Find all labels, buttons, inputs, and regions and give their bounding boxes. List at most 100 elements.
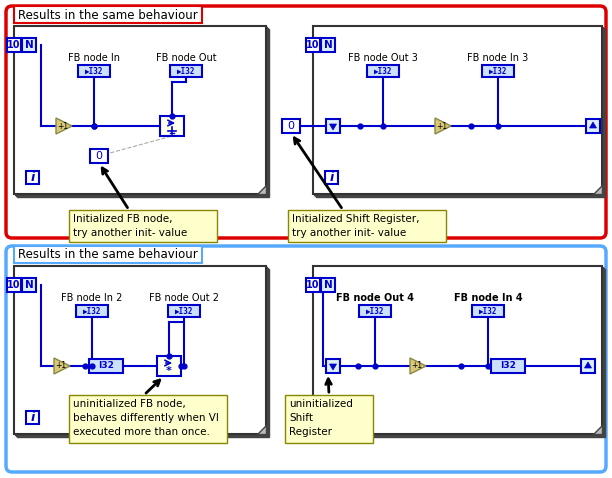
Text: FB node In 2: FB node In 2: [61, 293, 122, 303]
Bar: [288, 210, 446, 242]
Bar: [314, 27, 603, 195]
Polygon shape: [54, 358, 70, 374]
Text: uninitialized FB node,
behaves differently when VI
executed more than once.: uninitialized FB node, behaves different…: [73, 399, 219, 437]
Text: Initialized FB node,
try another init- value: Initialized FB node, try another init- v…: [73, 214, 187, 238]
Bar: [170, 65, 202, 77]
Text: ▶I32: ▶I32: [175, 306, 193, 315]
Bar: [168, 305, 200, 317]
Polygon shape: [593, 185, 602, 194]
Text: Initialized Shift Register,
try another init- value: Initialized Shift Register, try another …: [292, 214, 419, 238]
Bar: [69, 210, 217, 242]
Text: N: N: [24, 40, 34, 50]
Bar: [326, 359, 340, 373]
Bar: [325, 411, 338, 424]
Bar: [581, 359, 595, 373]
Text: FB node In 3: FB node In 3: [468, 53, 529, 63]
Bar: [14, 6, 202, 23]
Bar: [314, 267, 603, 435]
Text: uninitialized
Shift
Register: uninitialized Shift Register: [289, 399, 353, 437]
Bar: [359, 305, 391, 317]
Polygon shape: [329, 364, 337, 370]
Polygon shape: [435, 118, 451, 134]
Text: i: i: [31, 411, 35, 424]
Text: FB node Out 4: FB node Out 4: [336, 293, 414, 303]
Text: i: i: [329, 171, 334, 184]
Bar: [15, 267, 267, 435]
Text: Results in the same behaviour: Results in the same behaviour: [18, 249, 198, 261]
Text: FB node Out: FB node Out: [155, 53, 216, 63]
Text: 10: 10: [306, 40, 319, 50]
Bar: [157, 356, 181, 376]
Text: +1: +1: [58, 121, 69, 130]
Bar: [14, 246, 202, 263]
Polygon shape: [56, 118, 72, 134]
Bar: [17, 269, 269, 437]
Text: +1: +1: [436, 121, 447, 130]
Bar: [316, 29, 605, 197]
Text: ▶I32: ▶I32: [366, 306, 384, 315]
Bar: [22, 38, 36, 52]
Text: ▶I32: ▶I32: [84, 66, 103, 76]
Text: N: N: [324, 280, 332, 290]
Polygon shape: [410, 358, 426, 374]
Text: ▶I32: ▶I32: [83, 306, 101, 315]
Bar: [16, 28, 268, 196]
Text: +1: +1: [411, 361, 422, 370]
Bar: [315, 268, 604, 436]
Bar: [78, 65, 110, 77]
FancyBboxPatch shape: [6, 6, 606, 238]
Bar: [160, 116, 184, 136]
Bar: [367, 65, 399, 77]
Bar: [7, 38, 21, 52]
Bar: [306, 38, 320, 52]
Bar: [315, 28, 604, 196]
Text: I32: I32: [98, 361, 114, 370]
Text: FB node Out 3: FB node Out 3: [348, 53, 418, 63]
Text: 0: 0: [95, 151, 102, 161]
Text: ▶I32: ▶I32: [479, 306, 497, 315]
Bar: [285, 395, 373, 443]
Text: ▶I32: ▶I32: [489, 66, 507, 76]
Polygon shape: [593, 425, 602, 434]
Bar: [326, 119, 340, 133]
Text: *: *: [166, 366, 172, 376]
Text: i: i: [31, 171, 35, 184]
Bar: [321, 38, 335, 52]
Bar: [482, 65, 514, 77]
Bar: [76, 305, 108, 317]
Bar: [313, 266, 602, 434]
Text: 10: 10: [7, 280, 21, 290]
Text: 0: 0: [288, 121, 294, 131]
Bar: [321, 278, 335, 292]
Bar: [69, 395, 227, 443]
Text: N: N: [24, 280, 34, 290]
Bar: [16, 268, 268, 436]
Polygon shape: [257, 185, 266, 194]
Bar: [316, 269, 605, 437]
Text: FB node Out 2: FB node Out 2: [149, 293, 219, 303]
Text: 10: 10: [306, 280, 319, 290]
Bar: [472, 305, 504, 317]
Bar: [15, 27, 267, 195]
Text: +1: +1: [56, 361, 67, 370]
Bar: [7, 278, 21, 292]
Bar: [26, 171, 39, 184]
Bar: [14, 26, 266, 194]
Polygon shape: [584, 362, 592, 368]
Bar: [89, 359, 123, 373]
Bar: [17, 29, 269, 197]
Polygon shape: [329, 124, 337, 130]
Text: 10: 10: [7, 40, 21, 50]
Bar: [306, 278, 320, 292]
Bar: [90, 149, 108, 163]
Bar: [26, 411, 39, 424]
FancyBboxPatch shape: [6, 246, 606, 472]
Text: FB node In 4: FB node In 4: [453, 293, 522, 303]
Polygon shape: [257, 425, 266, 434]
Bar: [282, 119, 300, 133]
Text: ▶I32: ▶I32: [374, 66, 392, 76]
Bar: [586, 119, 600, 133]
Text: Results in the same behaviour: Results in the same behaviour: [18, 9, 198, 22]
Text: I32: I32: [500, 361, 516, 370]
Bar: [22, 278, 36, 292]
